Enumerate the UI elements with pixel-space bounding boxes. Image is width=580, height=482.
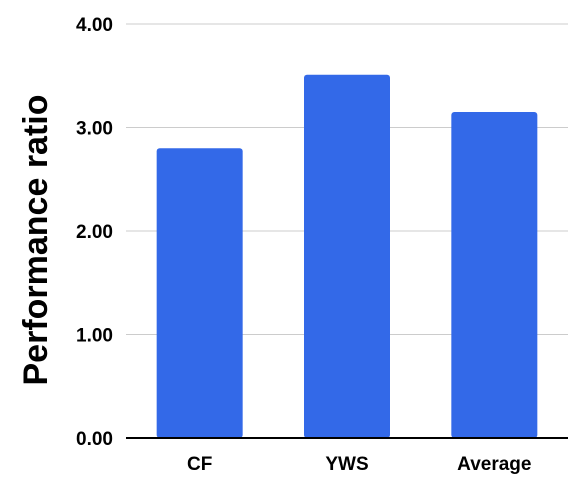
- y-tick-labels: 0.00 1.00 2.00 3.00 4.00: [76, 15, 113, 450]
- x-tick-labels: CF YWS Average: [187, 454, 531, 475]
- y-tick-label: 1.00: [76, 326, 113, 347]
- y-axis-title: Performance ratio: [17, 95, 55, 386]
- x-tick-label: CF: [187, 454, 212, 475]
- y-tick-label: 3.00: [76, 119, 113, 140]
- bar-average: [451, 111, 538, 438]
- x-tick-label: YWS: [325, 454, 368, 475]
- y-tick-label: 0.00: [76, 429, 113, 450]
- y-tick-label: 2.00: [76, 222, 113, 243]
- bar-yws: [304, 74, 390, 438]
- bars: [156, 74, 538, 438]
- x-tick-label: Average: [457, 454, 531, 475]
- bar-cf: [156, 148, 243, 438]
- y-tick-label: 4.00: [76, 15, 113, 36]
